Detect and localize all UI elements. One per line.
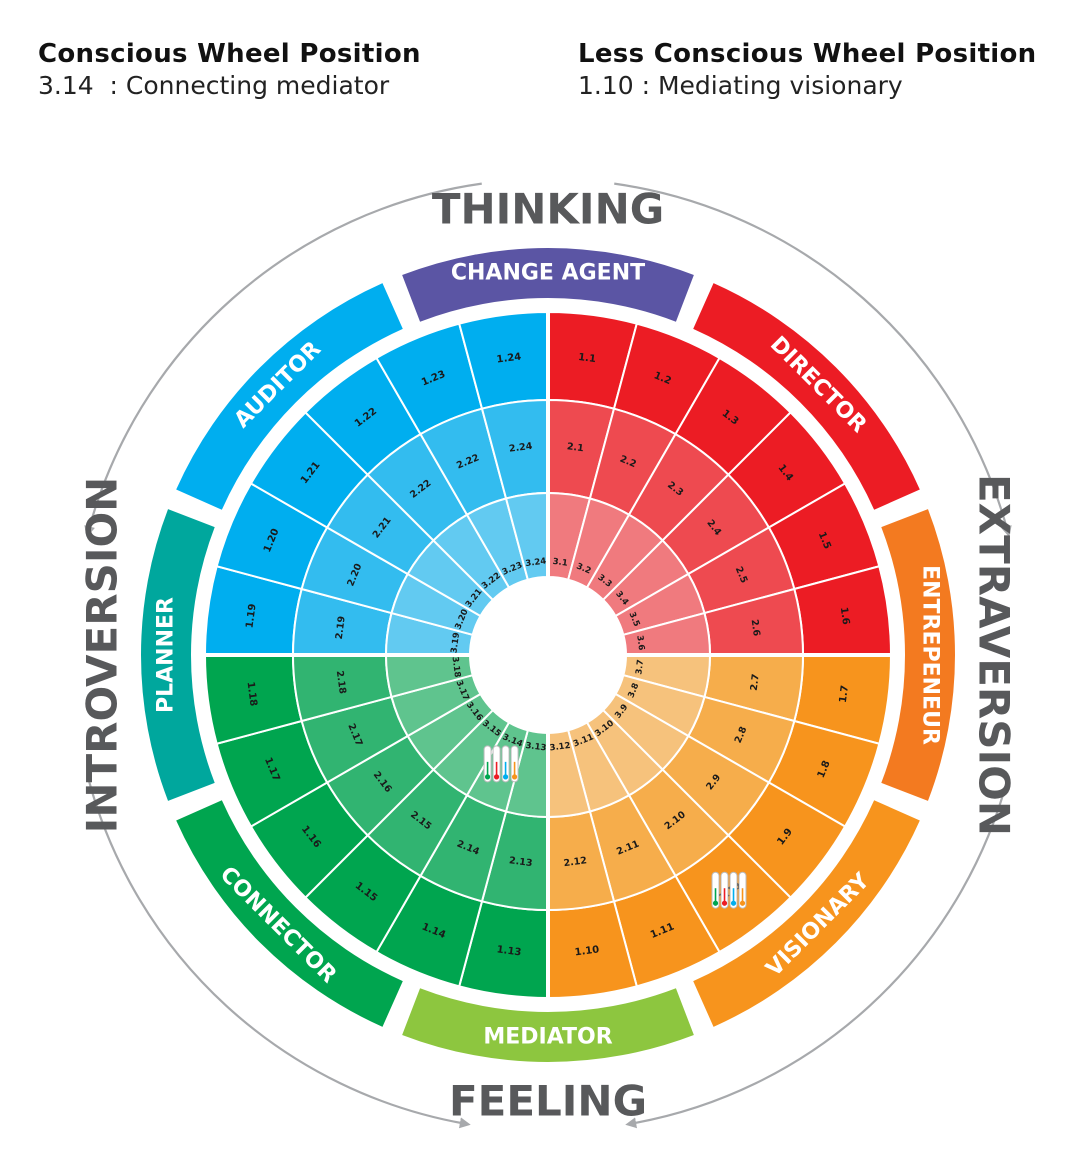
conscious-position-block: Conscious Wheel Position 3.14 : Connecti… bbox=[38, 38, 421, 102]
less-conscious-marker-icon bbox=[711, 871, 747, 909]
axis-arrows bbox=[84, 182, 1012, 1129]
less-conscious-position-value: 1.10 : Mediating visionary bbox=[578, 71, 903, 100]
position-label: 1.7 bbox=[838, 684, 851, 703]
axis-arrow-icon bbox=[625, 777, 1009, 1129]
type-band-change-agent bbox=[402, 248, 694, 322]
position-label: 1.13 bbox=[496, 944, 522, 958]
type-label-planner: PLANNER bbox=[154, 597, 179, 713]
conscious-position-title: Conscious Wheel Position bbox=[38, 39, 421, 69]
axis-label-thinking: THINKING bbox=[432, 185, 664, 234]
type-label-entrepeneur: ENTREPENEUR bbox=[918, 565, 943, 745]
type-band-visionary bbox=[693, 800, 920, 1027]
position-label: 3.13 bbox=[525, 741, 547, 754]
position-label: 2.24 bbox=[508, 441, 533, 455]
position-label: 3.1 bbox=[552, 557, 568, 569]
position-label: 1.6 bbox=[838, 606, 851, 625]
position-label: 3.12 bbox=[549, 741, 571, 754]
position-label: 3.7 bbox=[634, 659, 646, 675]
position-label: 3.19 bbox=[449, 632, 462, 654]
axis-arrow-icon bbox=[87, 777, 471, 1129]
position-label: 2.12 bbox=[563, 855, 588, 869]
position-label: 2.19 bbox=[334, 615, 348, 640]
conscious-position-value: 3.14 : Connecting mediator bbox=[38, 71, 390, 100]
position-label: 2.13 bbox=[508, 855, 533, 869]
position-label: 3.18 bbox=[449, 656, 462, 678]
axis-label-feeling: FEELING bbox=[449, 1077, 647, 1126]
position-label: 2.18 bbox=[334, 670, 348, 695]
conscious-marker-icon bbox=[483, 745, 519, 783]
type-band-connector bbox=[176, 800, 403, 1027]
less-conscious-position-block: Less Conscious Wheel Position 1.10 : Med… bbox=[578, 38, 1037, 102]
position-label: 2.6 bbox=[749, 619, 762, 638]
position-label: 1.19 bbox=[244, 603, 258, 629]
type-band-auditor bbox=[176, 283, 403, 510]
position-label: 1.18 bbox=[244, 681, 258, 707]
position-markers bbox=[483, 745, 747, 909]
position-label: 1.24 bbox=[496, 351, 522, 365]
type-band-entrepeneur bbox=[881, 509, 955, 801]
position-segments bbox=[203, 310, 893, 1000]
position-label: 3.24 bbox=[525, 556, 547, 569]
type-band-director bbox=[693, 283, 920, 510]
type-band-planner bbox=[140, 509, 215, 801]
axis-arrow-icon bbox=[84, 182, 482, 538]
axis-label-extraversion: EXTRAVERSION bbox=[970, 474, 1019, 836]
less-conscious-position-title: Less Conscious Wheel Position bbox=[578, 39, 1037, 69]
position-label: 2.7 bbox=[749, 673, 762, 691]
type-label-change-agent: CHANGE AGENT bbox=[451, 261, 645, 286]
position-label: 2.1 bbox=[566, 441, 584, 454]
axis-labels: THINKING EXTRAVERSION FEELING INTROVERSION bbox=[78, 185, 1019, 1126]
position-label: 1.10 bbox=[574, 944, 600, 958]
type-label-mediator: MEDIATOR bbox=[483, 1025, 612, 1050]
axis-arrow-icon bbox=[614, 182, 1012, 538]
position-label: 3.6 bbox=[634, 635, 646, 651]
position-label: 1.1 bbox=[578, 352, 597, 365]
wheel-centre bbox=[470, 577, 626, 733]
type-band-mediator bbox=[402, 988, 694, 1062]
axis-label-introversion: INTROVERSION bbox=[78, 477, 127, 834]
